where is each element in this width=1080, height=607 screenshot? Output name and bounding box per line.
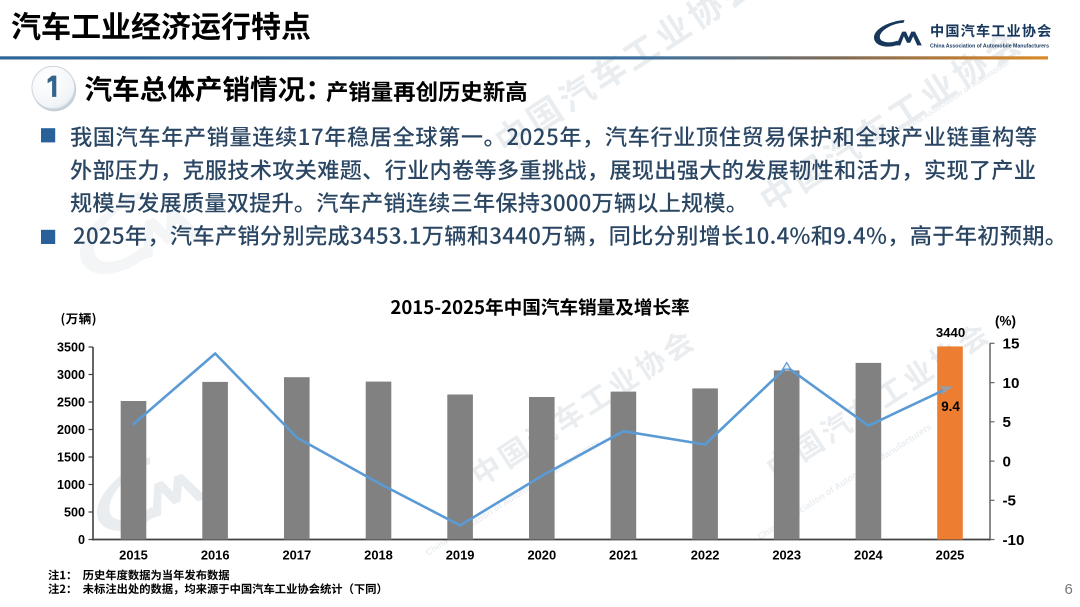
svg-text:2000: 2000 (57, 423, 85, 437)
svg-text:(%): (%) (995, 314, 1016, 329)
svg-text:2017: 2017 (282, 548, 311, 563)
svg-text:1500: 1500 (57, 450, 85, 464)
svg-text:3500: 3500 (57, 340, 85, 354)
svg-text:6: 6 (1065, 581, 1073, 598)
svg-text:5: 5 (1003, 414, 1012, 431)
svg-text:China Association of Automobil: China Association of Automobile Manufact… (930, 44, 1049, 50)
svg-text:3000: 3000 (57, 368, 85, 382)
svg-text:2022: 2022 (691, 548, 720, 563)
svg-text:2019: 2019 (446, 548, 475, 563)
svg-text:-5: -5 (1003, 493, 1017, 510)
svg-text:2500: 2500 (57, 395, 85, 409)
svg-text:3440: 3440 (936, 325, 965, 340)
svg-text:10: 10 (1003, 375, 1020, 392)
svg-text:2020: 2020 (527, 548, 556, 563)
svg-text:2023: 2023 (772, 548, 801, 563)
svg-text:2025: 2025 (936, 548, 965, 563)
svg-text:2024: 2024 (854, 548, 884, 563)
svg-text:500: 500 (64, 505, 85, 519)
svg-text:-10: -10 (1003, 532, 1025, 549)
svg-text:0: 0 (78, 533, 85, 547)
svg-text:2015: 2015 (119, 548, 148, 563)
svg-text:2021: 2021 (609, 548, 638, 563)
svg-text:0: 0 (1003, 453, 1011, 470)
svg-text:2016: 2016 (201, 548, 230, 563)
svg-text:15: 15 (1003, 336, 1020, 353)
svg-text:2018: 2018 (364, 548, 393, 563)
svg-text:9.4: 9.4 (941, 399, 960, 414)
svg-text:1000: 1000 (57, 478, 85, 492)
